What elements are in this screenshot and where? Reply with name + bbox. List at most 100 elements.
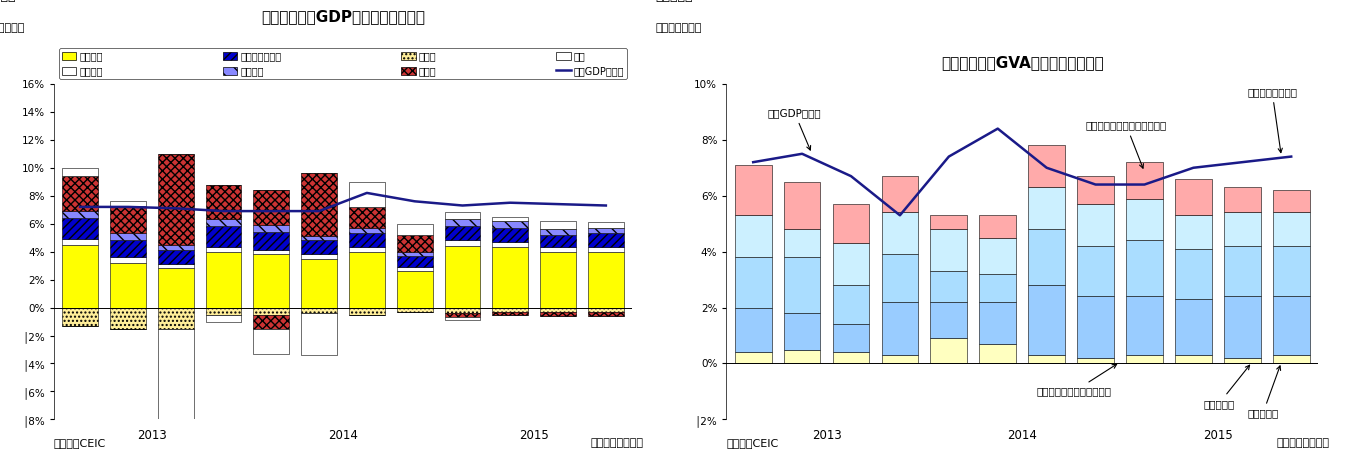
Bar [931, 215, 967, 229]
Bar [206, 247, 241, 252]
Text: （前年同期比）: （前年同期比） [655, 23, 702, 34]
Bar [62, 211, 98, 218]
Bar [253, 315, 289, 329]
Bar [110, 308, 145, 329]
Bar [301, 173, 338, 236]
Bar [62, 245, 98, 308]
Bar [1224, 246, 1260, 296]
Bar [206, 252, 241, 308]
Bar [1176, 179, 1212, 215]
Bar [784, 350, 820, 363]
Bar [931, 271, 967, 302]
Bar [979, 215, 1015, 238]
Bar [1126, 199, 1163, 240]
Bar [445, 212, 480, 219]
Bar [157, 250, 194, 264]
Bar [833, 204, 869, 243]
Bar [348, 207, 385, 228]
Bar [301, 236, 338, 240]
Bar [541, 247, 576, 252]
Bar [206, 185, 241, 219]
Bar [588, 247, 624, 252]
Bar [492, 228, 529, 242]
Bar [348, 308, 385, 315]
Bar [881, 176, 919, 212]
Bar [784, 313, 820, 350]
Bar [1272, 355, 1310, 363]
Text: 第一次産業: 第一次産業 [1247, 366, 1280, 418]
Bar [1029, 187, 1065, 229]
Bar [1272, 296, 1310, 355]
Bar [110, 240, 145, 257]
Bar [397, 224, 433, 235]
Bar [833, 324, 869, 352]
Title: インドの実質GVA成長率（産業別）: インドの実質GVA成長率（産業別） [940, 55, 1104, 70]
Bar [301, 259, 338, 308]
Bar [588, 222, 624, 228]
Bar [588, 228, 624, 233]
Bar [588, 308, 624, 312]
Bar [397, 271, 433, 308]
Bar [1224, 212, 1260, 246]
Bar [110, 206, 145, 233]
Bar [62, 176, 98, 211]
Bar [541, 221, 576, 229]
Bar [1272, 246, 1310, 296]
Bar [1176, 355, 1212, 363]
Bar [979, 302, 1015, 344]
Bar [492, 217, 529, 221]
Bar [206, 219, 241, 226]
Bar [881, 212, 919, 254]
Bar [541, 229, 576, 235]
Bar [445, 246, 480, 308]
Bar [110, 257, 145, 263]
Bar [931, 302, 967, 338]
Bar [1272, 190, 1310, 212]
Bar [1224, 296, 1260, 358]
Bar [62, 308, 98, 326]
Bar [833, 285, 869, 324]
Text: 実質GDP成長率: 実質GDP成長率 [768, 108, 822, 150]
Bar [881, 355, 919, 363]
Bar [541, 252, 576, 308]
Bar [541, 312, 576, 316]
Bar [445, 226, 480, 240]
Bar [833, 352, 869, 363]
Bar [301, 308, 338, 313]
Text: （資料）CEIC: （資料）CEIC [726, 438, 779, 448]
Bar [253, 232, 289, 250]
Bar [348, 252, 385, 308]
Bar [397, 267, 433, 271]
Text: 金融・不動産・専門サービス: 金融・不動産・専門サービス [1085, 121, 1167, 168]
Text: （年度・四半期）: （年度・四半期） [590, 438, 644, 448]
Bar [253, 225, 289, 232]
Bar [1126, 355, 1163, 363]
Bar [784, 229, 820, 257]
Bar [833, 243, 869, 285]
Bar [1029, 145, 1065, 187]
Bar [931, 229, 967, 271]
Bar [157, 268, 194, 308]
Bar [881, 254, 919, 302]
Text: 第二次産業: 第二次産業 [1204, 365, 1250, 409]
Bar [397, 235, 433, 252]
Legend: 個人消費, 政府消費, 総固定資本形成, 在庫変動, 貴重品, 純輸出, 誤差, 実質GDP成長率: 個人消費, 政府消費, 総固定資本形成, 在庫変動, 貴重品, 純輸出, 誤差,… [59, 48, 627, 79]
Bar [1176, 215, 1212, 249]
Bar [1176, 249, 1212, 299]
Bar [62, 218, 98, 239]
Bar [588, 233, 624, 247]
Bar [734, 215, 772, 257]
Bar [206, 315, 241, 322]
Bar [397, 308, 433, 312]
Bar [784, 257, 820, 313]
Bar [588, 252, 624, 308]
Bar [110, 201, 145, 206]
Bar [445, 317, 480, 320]
Bar [1176, 299, 1212, 355]
Bar [492, 221, 529, 228]
Bar [588, 312, 624, 316]
Text: （図表２）: （図表２） [655, 0, 693, 3]
Text: （図表１）: （図表１） [0, 0, 16, 3]
Bar [206, 308, 241, 315]
Bar [492, 312, 529, 315]
